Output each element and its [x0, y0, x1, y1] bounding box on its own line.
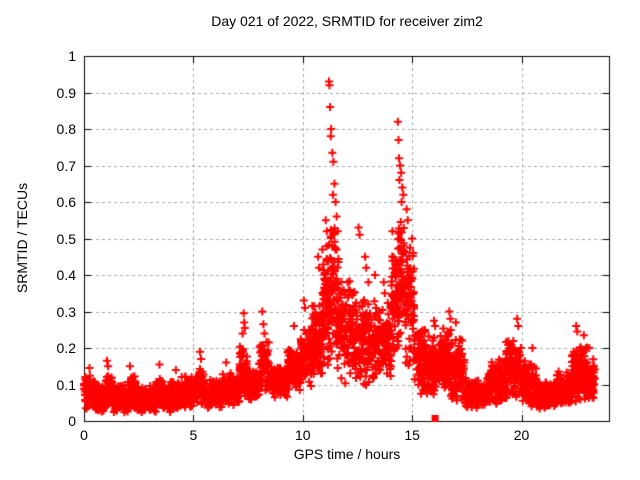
y-tick-label: 0.8	[56, 121, 76, 137]
y-tick-label: 1	[68, 48, 76, 64]
x-tick-label: 0	[80, 427, 88, 443]
y-tick-label: 0	[68, 413, 76, 429]
x-tick-label: 15	[404, 427, 420, 443]
y-tick-label: 0.7	[56, 157, 76, 174]
y-tick-label: 0.6	[56, 194, 76, 210]
x-tick-label: 10	[294, 427, 311, 443]
y-tick-label: 0.2	[56, 340, 76, 356]
y-tick-label: 0.5	[56, 230, 76, 247]
x-tick-label: 5	[189, 427, 198, 443]
y-tick-label: 0.9	[56, 84, 76, 101]
y-tick-label: 0.4	[56, 267, 76, 283]
x-tick-label: 20	[513, 427, 530, 443]
y-tick-label: 0.3	[56, 303, 76, 320]
y-tick-label: 0.1	[56, 376, 76, 393]
